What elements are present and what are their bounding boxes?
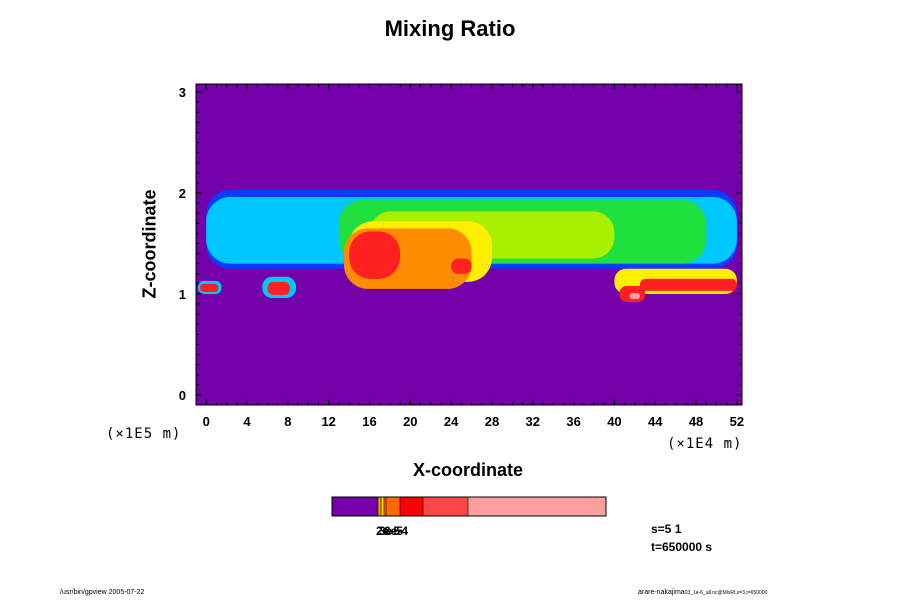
plot-frame (195, 83, 743, 406)
x-tick-label: 48 (689, 414, 703, 429)
colorbar-segment (468, 497, 606, 516)
chart-title: Mixing Ratio (384, 16, 516, 41)
heatmap-region-pink (629, 292, 640, 300)
footer-right: arare-nakajima03_1e-6_all.nc@MixRt,x=3,t… (638, 589, 767, 596)
heatmap-region-red (200, 283, 219, 292)
footer-right-main: arare-nakajima (638, 589, 685, 596)
colorbar-segment (400, 497, 423, 516)
x-tick-label: 52 (730, 414, 744, 429)
footer-left: /usr/bin/gpview 2005-07-22 (60, 589, 145, 596)
plot-area (195, 83, 743, 406)
y-axis-ticks: 0 1 2 3 (179, 85, 742, 403)
x-axis-ticks: 0 4 8 12 16 20 24 28 32 36 40 44 48 52 (203, 84, 744, 429)
y-axis-label: Z-coordinate (139, 189, 160, 299)
x-tick-label: 24 (444, 414, 459, 429)
x-tick-label: 40 (607, 414, 621, 429)
y-tick-label: 2 (179, 186, 186, 201)
info-t: t=650000 s (651, 540, 713, 554)
heatmap-region-red (267, 281, 290, 295)
x-tick-label: 4 (243, 414, 251, 429)
x-tick-label: 8 (284, 414, 291, 429)
info-s: s=5 1 (651, 522, 682, 536)
x-tick-label: 12 (321, 414, 335, 429)
footer-right-sub: 03_1e-6_all.nc@MixRt,x=3,t=650000 (684, 590, 768, 596)
x-tick-label: 36 (566, 414, 580, 429)
colorbar-segment (332, 497, 378, 516)
heatmap-region-red (349, 231, 401, 279)
colorbar-segment (378, 497, 381, 516)
heatmap-regions (198, 189, 737, 303)
x-tick-label: 28 (485, 414, 499, 429)
colorbar-tick-label: 6e-4 (384, 524, 408, 538)
x-tick-label: 44 (648, 414, 663, 429)
x-axis-label: X-coordinate (412, 460, 523, 480)
y-tick-label: 1 (179, 287, 186, 302)
heatmap-region-red (639, 278, 737, 291)
colorbar-segment (381, 497, 384, 516)
colorbar-segment (386, 497, 400, 516)
colorbar-segment (423, 497, 468, 516)
colorbar-tick-label: 2e-5 (376, 524, 400, 538)
x-axis-units: (×1E4 m) (667, 436, 743, 452)
y-axis-units: (×1E5 m) (106, 426, 182, 442)
x-tick-label: 32 (526, 414, 540, 429)
x-tick-label: 20 (403, 414, 417, 429)
x-tick-label: 0 (203, 414, 210, 429)
heatmap-region-red (451, 258, 472, 274)
colorbar: 2e-53e-56e-4 (331, 496, 607, 538)
y-tick-label: 0 (179, 388, 186, 403)
colorbar-segment (384, 497, 386, 516)
x-tick-label: 16 (362, 414, 376, 429)
colorbar-tick-label: 3e-5 (379, 524, 403, 538)
y-tick-label: 3 (179, 85, 186, 100)
colorbar-frame (331, 496, 607, 517)
